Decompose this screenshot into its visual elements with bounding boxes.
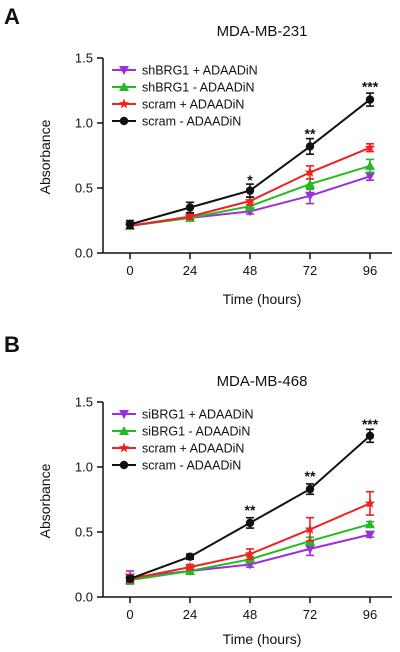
significance-annotation: * [247,172,253,188]
legend-entry: shBRG1 + ADAADiN [142,64,258,78]
x-axis-label: Time (hours) [223,291,302,307]
x-tick-label: 0 [126,263,133,278]
data-point [364,142,376,153]
x-tick-label: 0 [126,607,133,622]
x-tick-label: 24 [183,263,197,278]
data-point [365,519,375,529]
x-tick-label: 48 [243,607,257,622]
data-point [125,220,135,229]
legend-marker [119,410,129,419]
data-point [244,548,256,559]
legend-entry: siBRG1 - ADAADiN [142,425,250,439]
data-point [365,160,375,170]
y-tick-label: 0.5 [75,525,93,540]
y-tick-label: 1.0 [75,460,93,475]
panel-letter: A [4,4,20,29]
y-tick-label: 0.5 [75,181,93,196]
series-star [124,490,376,584]
legend-marker [119,66,129,75]
legend-entry: scram + ADAADiN [142,98,244,112]
data-point [305,484,315,494]
legend-entry: scram - ADAADiN [142,115,241,129]
data-point [305,191,315,201]
y-tick-label: 1.0 [75,116,93,131]
y-axis-label: Absorbance [37,119,53,194]
x-tick-label: 72 [303,607,317,622]
data-point [365,172,375,182]
panel-a: A MDA-MB-231 Absorbance Time (hours) 0.0… [4,4,392,307]
significance-annotation: ** [245,502,256,518]
data-point [185,552,195,561]
y-tick-label: 1.5 [75,395,93,410]
series-circle [125,92,375,230]
legend-marker [118,98,130,109]
x-tick-label: 24 [183,607,197,622]
x-tick-label: 96 [363,607,377,622]
significance-annotation: *** [362,79,379,95]
legend-entry: shBRG1 - ADAADiN [142,81,255,95]
y-tick-label: 1.5 [75,51,93,66]
significance-annotation: ** [305,125,316,141]
data-point [365,95,375,104]
data-point [305,179,315,189]
legend-entry: scram - ADAADiN [142,459,241,473]
x-tick-label: 48 [243,263,257,278]
data-point [305,142,315,151]
data-point [184,211,196,221]
data-point [125,574,135,583]
chart-title: MDA-MB-468 [217,373,308,390]
legend-entry: siBRG1 + ADAADiN [142,408,254,422]
data-point [244,195,256,206]
panel-b: B MDA-MB-468 Absorbance Time (hours) 0.0… [4,332,392,647]
x-tick-label: 72 [303,263,317,278]
panel-letter: B [4,332,20,357]
y-axis-label: Absorbance [37,463,53,538]
legend-marker [119,460,129,470]
x-tick-label: 96 [363,263,377,278]
significance-annotation: ** [305,468,316,484]
legend-marker [119,426,129,435]
y-tick-label: 0.0 [75,246,93,261]
data-point [245,186,255,195]
data-point [305,544,315,554]
data-point [245,518,255,528]
legend-marker [118,442,130,453]
data-point [184,561,196,572]
data-point [185,203,195,212]
data-point [304,166,316,177]
legend-marker [119,116,129,126]
legend-entry: scram + ADAADiN [142,442,244,456]
legend-marker [119,82,129,91]
data-point [364,497,376,508]
data-point [365,530,375,540]
y-tick-label: 0.0 [75,590,93,605]
significance-annotation: *** [362,416,379,432]
series-circle [125,428,375,583]
chart-title: MDA-MB-231 [217,23,308,40]
x-axis-label: Time (hours) [223,631,302,647]
data-point [365,431,375,440]
data-point [304,523,316,534]
series-star [124,142,376,231]
